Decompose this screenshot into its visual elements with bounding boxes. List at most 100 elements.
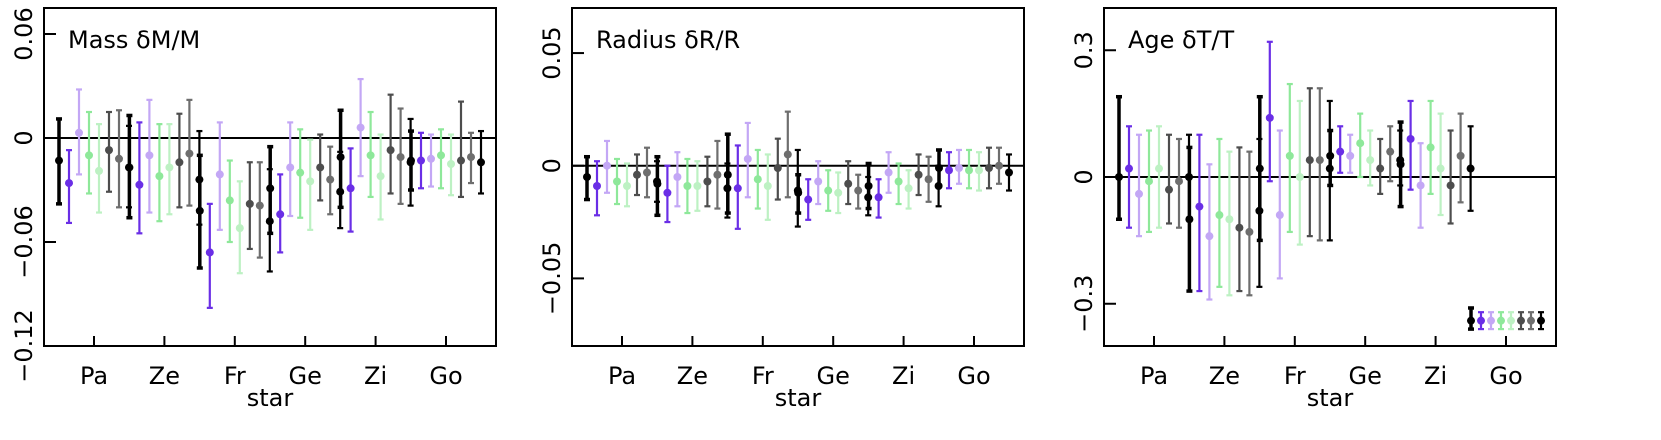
data-point: [673, 173, 682, 181]
data-point: [185, 149, 194, 158]
data-point: [467, 153, 475, 162]
data-point: [1346, 151, 1355, 160]
data-point: [1185, 215, 1194, 224]
data-point: [773, 163, 782, 172]
data-point: [276, 210, 285, 219]
data-point: [1155, 164, 1163, 173]
data-point: [457, 156, 465, 165]
y-tick-label: −0.3: [1070, 275, 1098, 333]
data-point: [763, 182, 772, 191]
data-point: [1326, 151, 1335, 160]
data-point: [904, 184, 913, 193]
data-point: [386, 146, 395, 155]
data-point: [1396, 160, 1405, 169]
data-point: [1005, 168, 1013, 177]
data-point: [1245, 227, 1254, 236]
data-point: [1497, 316, 1505, 325]
data-point: [985, 163, 993, 172]
data-point: [245, 199, 254, 208]
data-point: [1315, 156, 1324, 165]
panel-3: −0.3 0 0.3 Pa Ze Fr Ge Zi Go star Age δT/T: [1070, 7, 1557, 412]
data-point: [935, 163, 943, 172]
data-point: [437, 151, 445, 160]
data-point: [683, 182, 692, 191]
data-point: [995, 161, 1003, 170]
x-tick-label: Ge: [289, 362, 322, 390]
data-point: [1275, 211, 1284, 220]
data-point: [653, 179, 662, 188]
data-point: [336, 153, 345, 162]
data-point: [286, 163, 295, 172]
data-point: [723, 170, 732, 179]
x-tick-label: Ge: [1349, 362, 1382, 390]
data-point: [743, 154, 752, 163]
x-tick-label: Ze: [677, 362, 708, 390]
data-point: [844, 179, 853, 188]
data-point: [693, 182, 702, 191]
x-tick-label: Pa: [608, 362, 636, 390]
data-point: [924, 175, 933, 184]
x-axis-title: star: [1307, 384, 1354, 412]
data-point: [115, 154, 123, 163]
data-point: [834, 188, 843, 197]
data-point: [55, 156, 63, 165]
data-point: [1467, 316, 1475, 325]
data-point: [175, 158, 184, 167]
data-point: [1165, 185, 1173, 194]
data-point: [824, 186, 833, 195]
data-point: [1175, 177, 1183, 186]
data-point: [753, 175, 762, 184]
data-point: [85, 151, 93, 160]
data-point: [894, 177, 903, 186]
data-point: [663, 188, 672, 197]
data-point: [215, 170, 224, 179]
data-point: [1305, 156, 1314, 165]
data-point: [1446, 181, 1455, 190]
panel-title: Mass δM/M: [68, 26, 200, 54]
data-point: [326, 175, 335, 184]
data-point: [1265, 113, 1274, 122]
data-point: [713, 170, 722, 179]
data-point: [95, 166, 103, 175]
data-point: [356, 123, 365, 132]
x-tick-label: Go: [957, 362, 990, 390]
panel-1: −0.12 −0.06 0 0.06 Pa Ze Fr Ge Zi Go star Mass δM/M: [10, 7, 497, 412]
data-point: [65, 179, 73, 188]
data-point: [135, 180, 144, 189]
data-point: [1285, 151, 1294, 160]
data-point: [225, 196, 234, 205]
x-tick-label: Go: [1489, 362, 1522, 390]
data-point: [165, 163, 174, 172]
data-point: [623, 182, 631, 191]
data-point: [75, 128, 83, 137]
data-point: [306, 177, 315, 186]
data-point: [1466, 164, 1475, 173]
y-tick-label: 0.3: [1070, 31, 1098, 69]
x-tick-label: Ze: [149, 362, 180, 390]
x-tick-label: Pa: [1140, 362, 1168, 390]
plot-frame: [43, 7, 497, 347]
data-point: [1527, 316, 1535, 325]
panel-title: Age δT/T: [1128, 26, 1234, 54]
data-point: [1145, 177, 1153, 186]
data-point: [296, 168, 305, 177]
y-tick-label: −0.12: [10, 309, 38, 383]
data-point: [854, 186, 863, 195]
x-axis-title: star: [775, 384, 822, 412]
data-point: [1426, 143, 1435, 152]
data-point: [235, 224, 244, 233]
data-point: [1517, 316, 1525, 325]
x-tick-label: Ge: [817, 362, 850, 390]
y-tick-label: 0: [1070, 169, 1098, 184]
data-point: [1406, 134, 1415, 143]
data-point: [1225, 215, 1234, 224]
x-tick-label: Fr: [752, 362, 774, 390]
x-tick-label: Zi: [892, 362, 915, 390]
data-point: [1295, 173, 1304, 181]
data-point: [477, 158, 485, 167]
data-point: [814, 177, 823, 186]
data-point: [145, 151, 154, 160]
data-point: [1115, 173, 1123, 181]
data-point: [733, 184, 742, 193]
panel-2: −0.05 0 0.05 Pa Ze Fr Ge Zi Go star Radius δR/R: [538, 7, 1025, 412]
